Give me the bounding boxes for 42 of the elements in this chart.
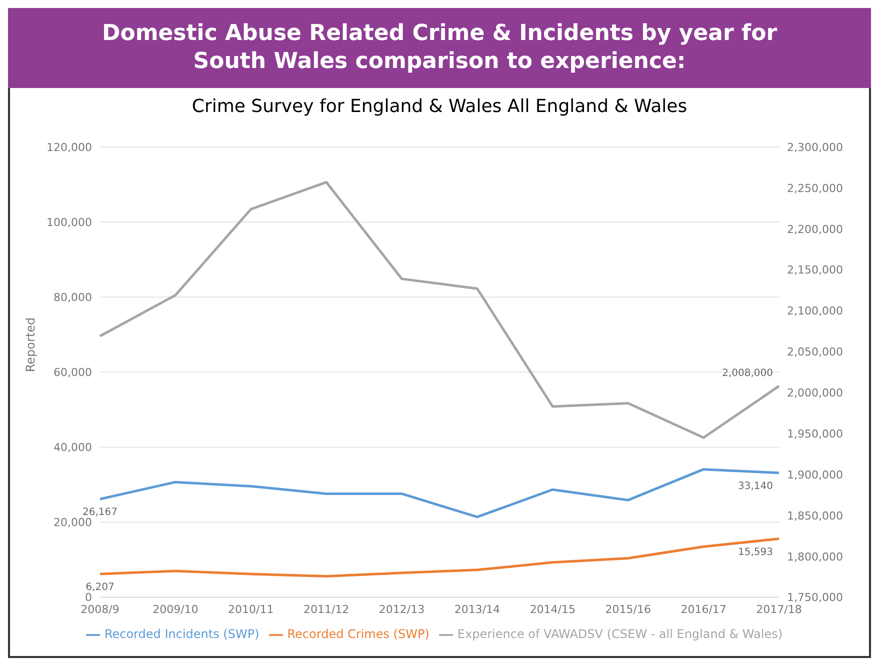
line-series (98, 538, 780, 578)
data-label: 6,207 (86, 582, 114, 593)
y-axis-title: Reported (23, 317, 38, 372)
data-label: 2,008,000 (722, 368, 773, 380)
y-tick-label: 40,000 (54, 441, 92, 454)
legend-label: Recorded Incidents (SWP) (104, 627, 260, 642)
x-tick-label: 2014/15 (530, 603, 576, 616)
y2-tick-label: 1,800,000 (787, 550, 843, 564)
line-series (98, 180, 780, 439)
y2-tick-label: 2,100,000 (787, 304, 843, 318)
x-tick-label: 2009/10 (152, 603, 198, 616)
y-tick-label: 0 (85, 591, 92, 604)
y-tick-label: 100,000 (46, 216, 92, 229)
x-tick-label: 2013/14 (454, 603, 500, 616)
y2-tick-label: 2,050,000 (787, 346, 843, 359)
y-tick-label: 20,000 (54, 516, 92, 530)
x-tick-label: 2017/18 (756, 603, 802, 616)
data-label: 33,140 (738, 480, 773, 492)
y-tick-label: 80,000 (54, 291, 92, 304)
chart-title: Domestic Abuse Related Crime & Incidents by year for South Wales comparison to experience: (8, 8, 871, 88)
y2-tick-label: 1,900,000 (787, 468, 843, 482)
y2-tick-label: 2,150,000 (787, 264, 843, 277)
y2-tick-label: 1,950,000 (787, 427, 843, 440)
data-label: 15,593 (738, 546, 773, 558)
x-tick-label: 2012/13 (378, 603, 425, 616)
x-tick-label: 2010/11 (228, 603, 274, 616)
chart-subtitle: Crime Survey for England & Wales All England & Wales (190, 95, 688, 119)
legend-label: Recorded Crimes (SWP) (287, 627, 430, 642)
x-tick-label: 2008/9 (80, 603, 120, 616)
y2-tick-label: 1,750,000 (787, 591, 843, 604)
y-tick-label: 120,000 (46, 140, 92, 154)
y2-tick-label: 2,000,000 (787, 386, 843, 400)
legend-label: Experience of VAWADSV (CSEW - all England & Wales) (457, 627, 783, 642)
x-tick-label: 2011/12 (303, 603, 350, 616)
y-tick-label: 60,000 (54, 366, 92, 380)
y2-tick-label: 2,200,000 (787, 222, 843, 236)
y2-tick-label: 2,300,000 (787, 140, 843, 154)
y2-tick-label: 2,250,000 (787, 182, 843, 195)
x-tick-label: 2016/17 (680, 603, 726, 616)
data-label: 26,167 (82, 507, 118, 518)
y2-tick-label: 1,850,000 (787, 509, 843, 522)
x-tick-label: 2015/16 (605, 603, 651, 616)
